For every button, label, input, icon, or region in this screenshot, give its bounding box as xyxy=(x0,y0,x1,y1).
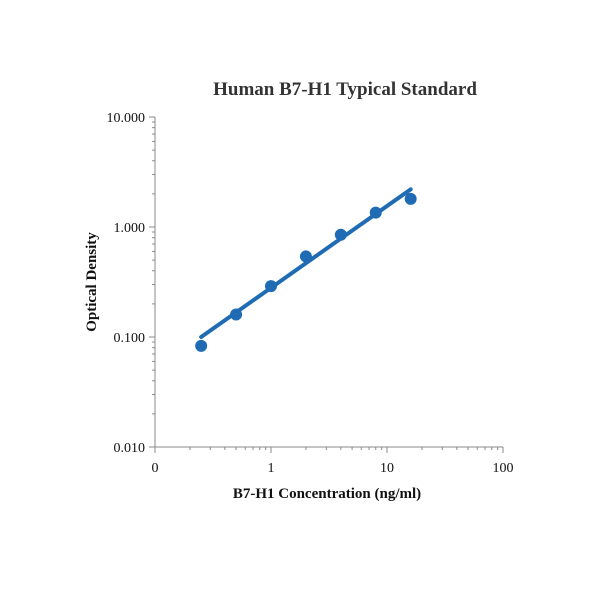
data-point xyxy=(334,228,347,241)
data-points xyxy=(195,192,417,352)
data-point xyxy=(265,280,277,293)
data-point xyxy=(195,339,208,352)
y-tick-label: 0.010 xyxy=(114,441,146,456)
axis-ticks: 0.010 0.100 1.000 10.000 0 1 10 100 xyxy=(107,111,514,476)
data-point xyxy=(369,206,382,219)
data-point xyxy=(404,192,417,205)
axes xyxy=(154,117,503,448)
data-point xyxy=(299,250,312,263)
x-axis-label: B7-H1 Concentration (ng/ml) xyxy=(233,486,421,502)
chart-title: Human B7-H1 Typical Standard xyxy=(213,79,477,100)
y-axis-label: Optical Density xyxy=(84,232,100,332)
y-tick-label: 0.100 xyxy=(114,331,146,346)
x-tick-label: 100 xyxy=(493,461,514,476)
x-tick-label: 1 xyxy=(268,461,275,476)
y-tick-label: 1.000 xyxy=(114,221,146,236)
data-point xyxy=(230,308,243,321)
x-tick-label: 10 xyxy=(380,461,394,476)
x-tick-label: 0 xyxy=(152,461,159,476)
y-tick-label: 10.000 xyxy=(107,111,146,126)
